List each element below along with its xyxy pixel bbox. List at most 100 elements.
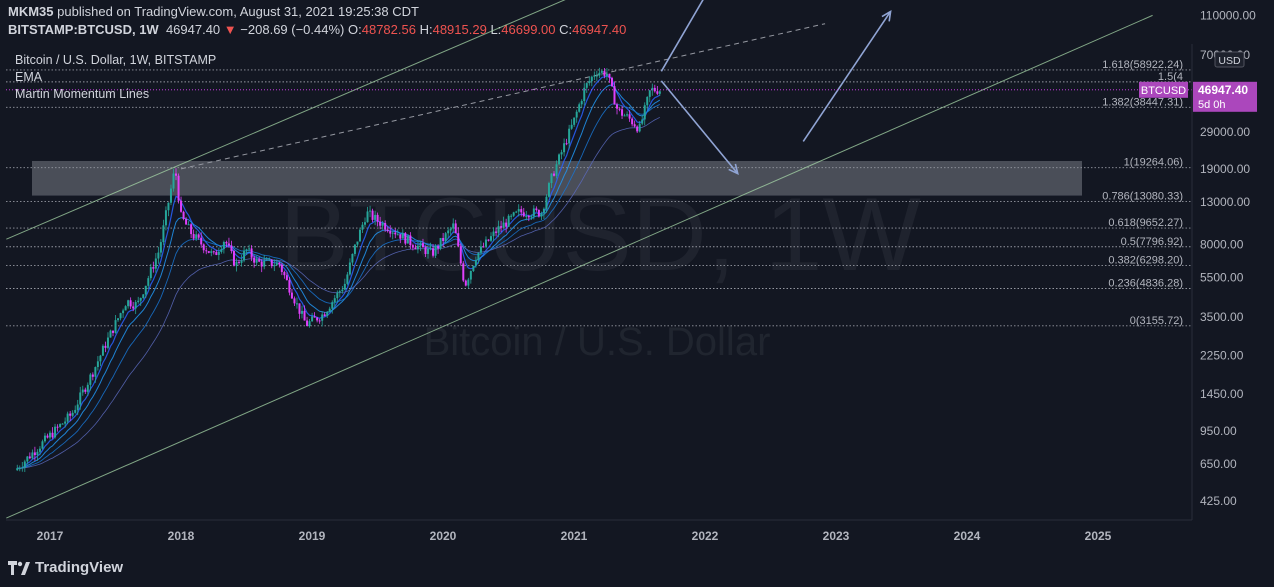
candle-up xyxy=(99,355,102,362)
candle-down xyxy=(215,252,218,255)
arrow-head-icon xyxy=(881,9,892,22)
candle-up xyxy=(623,115,626,117)
published-text: published on TradingView.com, August 31,… xyxy=(57,4,419,19)
candle-up xyxy=(109,330,112,338)
candle-down xyxy=(207,251,210,253)
candle-up xyxy=(147,278,150,286)
fib-levels[interactable]: 1.618(58922.24)1.5(4 1.382(38447.31) 1(192… xyxy=(6,59,1192,327)
candle-up xyxy=(142,294,145,298)
candle-down xyxy=(250,248,253,258)
candle-up xyxy=(49,432,52,438)
candle-up xyxy=(447,230,450,234)
candle-up xyxy=(265,259,268,261)
candle-up xyxy=(374,214,377,220)
candle-up xyxy=(434,246,437,256)
channel-upper-line xyxy=(6,0,566,240)
publisher-name[interactable]: MKM35 xyxy=(8,4,54,19)
legend-ema[interactable]: EMA xyxy=(15,70,43,84)
candle-up xyxy=(222,241,225,250)
candle-down xyxy=(411,245,414,248)
candle-up xyxy=(333,298,336,303)
projection-arrows[interactable] xyxy=(6,0,1192,176)
candle-up xyxy=(36,451,39,456)
candle-down xyxy=(182,211,185,220)
candle-down xyxy=(185,219,188,225)
candle-up xyxy=(157,252,160,259)
candle-up xyxy=(555,164,558,176)
candle-up xyxy=(268,259,271,261)
candle-up xyxy=(26,456,29,462)
candle-up xyxy=(540,213,543,217)
candle-down xyxy=(293,298,296,304)
candle-up xyxy=(240,260,243,263)
candle-up xyxy=(474,260,477,266)
candle-up xyxy=(114,320,117,333)
candle-up xyxy=(490,236,493,241)
low-value: 46699.00 xyxy=(501,22,556,37)
fib-label: 0.618(9652.27) xyxy=(1108,217,1183,229)
legend-indicator[interactable]: Martin Momentum Lines xyxy=(15,87,150,101)
candle-up xyxy=(348,262,351,275)
projection-arrow-1 xyxy=(660,0,704,72)
tradingview-logo[interactable]: TradingView xyxy=(8,559,123,576)
candle-up xyxy=(263,260,266,267)
price-tick-label: 3500.00 xyxy=(1200,310,1244,324)
high-label: H: xyxy=(419,22,433,37)
candle-down xyxy=(457,233,460,247)
candle-down xyxy=(283,271,286,276)
candle-down xyxy=(303,310,306,321)
candle-up xyxy=(401,233,404,239)
candle-up xyxy=(467,279,470,286)
fib-label: 1.5(4 xyxy=(1158,71,1183,83)
candle-up xyxy=(273,265,276,267)
candle-down xyxy=(152,267,155,269)
candle-down xyxy=(628,114,631,119)
legend-title[interactable]: Bitcoin / U.S. Dollar, 1W, BITSTAMP xyxy=(15,53,217,67)
candle-down xyxy=(316,317,319,321)
candle-up xyxy=(479,246,482,253)
candle-up xyxy=(575,111,578,118)
time-tick-label: 2023 xyxy=(823,529,850,543)
candle-up xyxy=(38,448,41,452)
candle-up xyxy=(243,250,246,261)
candle-up xyxy=(162,225,165,243)
footer xyxy=(0,554,1274,587)
price-tick-label: 650.00 xyxy=(1200,457,1237,471)
candle-up xyxy=(369,210,372,212)
candle-down xyxy=(565,143,568,145)
candle-up xyxy=(542,208,545,214)
candle-up xyxy=(381,223,384,226)
candle-down xyxy=(520,209,523,213)
price-axis[interactable]: 110000.0070000.0029000.0019000.0013000.0… xyxy=(1139,8,1257,508)
candle-up xyxy=(139,297,142,301)
fib-label: 0.5(7796.92) xyxy=(1121,236,1183,248)
symbol-tag-label: BTCUSD xyxy=(1141,85,1186,97)
candle-up xyxy=(326,311,329,316)
tradingview-logo-icon xyxy=(8,560,30,575)
candle-down xyxy=(636,126,639,132)
candle-down xyxy=(394,232,397,235)
candle-up xyxy=(79,392,82,405)
close-label: C: xyxy=(559,22,573,37)
candle-down xyxy=(621,109,624,116)
candle-down xyxy=(177,175,180,201)
currency-label: USD xyxy=(1218,55,1241,67)
candle-down xyxy=(56,426,59,428)
time-axis[interactable]: 2017 2018 2019 2020 2021 2022 2023 2024 2025 xyxy=(37,529,1112,543)
candle-up xyxy=(16,468,19,471)
trend-lines[interactable] xyxy=(6,0,1153,519)
time-tick-label: 2020 xyxy=(430,529,457,543)
candle-up xyxy=(81,389,84,393)
candle-down xyxy=(175,173,178,176)
candle-down xyxy=(613,86,616,105)
candle-down xyxy=(656,91,659,94)
candle-up xyxy=(351,253,354,263)
candle-down xyxy=(227,243,230,246)
time-tick-label: 2022 xyxy=(692,529,719,543)
candle-down xyxy=(69,413,72,416)
candle-up xyxy=(144,285,147,295)
candle-up xyxy=(560,152,563,155)
candle-down xyxy=(371,210,374,220)
candle-up xyxy=(502,222,505,228)
